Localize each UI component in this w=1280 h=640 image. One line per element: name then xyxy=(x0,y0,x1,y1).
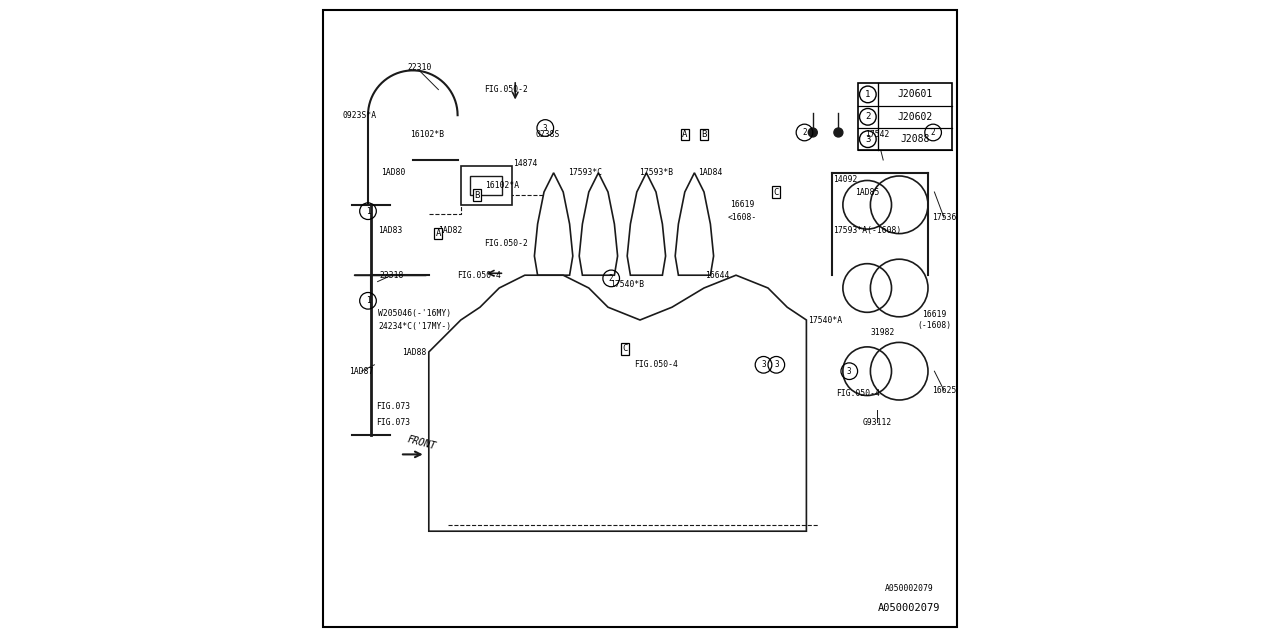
Text: 1AD84: 1AD84 xyxy=(698,168,723,177)
Text: B: B xyxy=(474,191,480,200)
Text: 17536: 17536 xyxy=(932,213,956,222)
Text: FIG.073: FIG.073 xyxy=(376,418,411,427)
Text: 2: 2 xyxy=(609,274,613,283)
Circle shape xyxy=(809,128,818,137)
Text: 17542: 17542 xyxy=(864,130,890,139)
Text: 14874: 14874 xyxy=(512,159,538,168)
Text: 2: 2 xyxy=(803,128,806,137)
Text: 1: 1 xyxy=(366,296,370,305)
Text: 22318: 22318 xyxy=(379,271,404,280)
Text: FIG.073: FIG.073 xyxy=(376,402,411,411)
Text: 16644: 16644 xyxy=(704,271,730,280)
Text: 2: 2 xyxy=(865,112,870,122)
Text: 31982: 31982 xyxy=(870,328,896,337)
Text: J20602: J20602 xyxy=(897,112,933,122)
Text: 24234*C('17MY-): 24234*C('17MY-) xyxy=(378,322,452,331)
Text: 16625: 16625 xyxy=(932,386,956,395)
Text: 1: 1 xyxy=(865,90,870,99)
Text: 0238S: 0238S xyxy=(535,130,559,139)
Circle shape xyxy=(899,128,906,137)
FancyBboxPatch shape xyxy=(461,166,512,205)
Text: 22310: 22310 xyxy=(407,63,431,72)
Text: FIG.050-2: FIG.050-2 xyxy=(484,239,527,248)
Text: FIG.050-4: FIG.050-4 xyxy=(836,389,879,398)
Text: J20601: J20601 xyxy=(897,90,933,99)
Text: 1AD82: 1AD82 xyxy=(438,226,462,235)
Text: A: A xyxy=(682,130,687,139)
Text: 16102*A: 16102*A xyxy=(485,181,520,190)
Text: FRONT: FRONT xyxy=(406,435,436,451)
Text: <1608-: <1608- xyxy=(728,213,756,222)
Text: A050002079: A050002079 xyxy=(884,584,933,593)
Circle shape xyxy=(835,128,844,137)
Text: J2088: J2088 xyxy=(901,134,929,144)
Text: 3: 3 xyxy=(762,360,765,369)
Text: B: B xyxy=(701,130,707,139)
Text: C: C xyxy=(773,188,778,196)
Text: 3: 3 xyxy=(865,134,870,144)
Text: A050002079: A050002079 xyxy=(878,603,940,613)
Text: FIG.050-2: FIG.050-2 xyxy=(484,85,527,94)
Text: 1AD88: 1AD88 xyxy=(402,348,428,356)
Text: 17540*A: 17540*A xyxy=(809,316,842,324)
Text: 3: 3 xyxy=(847,367,851,376)
Text: FIG.050-4: FIG.050-4 xyxy=(457,271,500,280)
Text: 17593*B: 17593*B xyxy=(639,168,673,177)
Text: 14092: 14092 xyxy=(832,175,858,184)
FancyBboxPatch shape xyxy=(858,83,952,150)
Text: 17540*B: 17540*B xyxy=(611,280,644,289)
Text: C: C xyxy=(622,344,628,353)
Text: 0923S*A: 0923S*A xyxy=(343,111,376,120)
Text: W205046(-'16MY): W205046(-'16MY) xyxy=(378,309,452,318)
Text: 1AD80: 1AD80 xyxy=(381,168,406,177)
Text: 1: 1 xyxy=(366,207,370,216)
Text: 2: 2 xyxy=(931,128,936,137)
Text: 1AD85: 1AD85 xyxy=(855,188,879,196)
Text: 16619: 16619 xyxy=(730,200,755,209)
Text: 1AD87: 1AD87 xyxy=(349,367,374,376)
Text: A: A xyxy=(435,229,442,238)
Text: 17593*A(-1608): 17593*A(-1608) xyxy=(833,226,901,235)
Text: FIG.050-4: FIG.050-4 xyxy=(634,360,678,369)
Circle shape xyxy=(924,128,932,137)
Text: 16619
(-1608): 16619 (-1608) xyxy=(918,310,951,330)
Text: 3: 3 xyxy=(774,360,778,369)
Text: G93112: G93112 xyxy=(863,418,891,427)
Text: 17593*C: 17593*C xyxy=(568,168,603,177)
Text: 1AD83: 1AD83 xyxy=(378,226,403,235)
Circle shape xyxy=(860,128,869,137)
Text: 16102*B: 16102*B xyxy=(411,130,444,139)
FancyBboxPatch shape xyxy=(471,176,502,195)
Text: 3: 3 xyxy=(543,124,548,132)
